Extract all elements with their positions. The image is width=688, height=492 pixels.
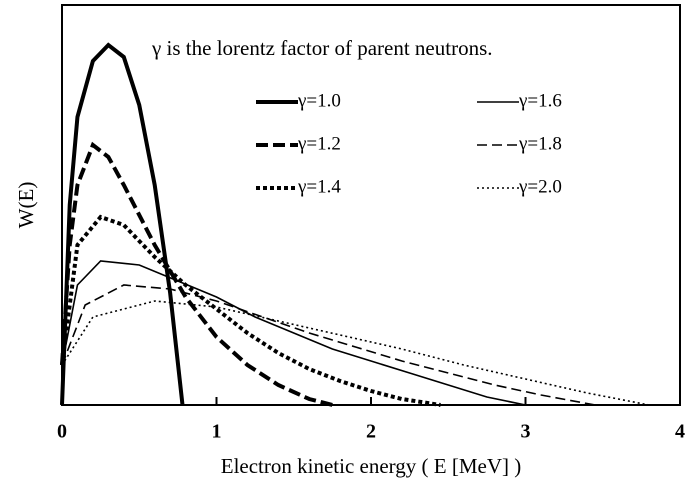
line-series — [61, 300, 650, 406]
legend-label: γ=1.6 — [518, 90, 562, 111]
line-series — [61, 260, 526, 406]
legend-label: γ=1.4 — [297, 176, 341, 197]
y-axis-label: W(E) — [14, 182, 38, 229]
x-tick-label: 3 — [521, 421, 531, 443]
legend-label: γ=1.0 — [297, 90, 341, 111]
x-tick-label: 4 — [675, 421, 685, 443]
line-series — [60, 42, 185, 406]
legend-label: γ=1.2 — [297, 133, 341, 154]
line-series — [60, 214, 441, 407]
line-series — [61, 284, 596, 406]
annotation: γ is the lorentz factor of parent neutro… — [151, 36, 493, 60]
plot-frame — [61, 4, 681, 406]
x-tick-label: 1 — [212, 421, 222, 443]
legend-label: γ=1.8 — [518, 133, 562, 154]
x-tick-label: 2 — [366, 421, 376, 443]
x-axis-label: Electron kinetic energy ( E [MeV] ) — [221, 454, 522, 478]
legend-label: γ=2.0 — [518, 176, 562, 197]
line-series — [60, 141, 333, 407]
x-tick-label: 0 — [57, 421, 67, 443]
